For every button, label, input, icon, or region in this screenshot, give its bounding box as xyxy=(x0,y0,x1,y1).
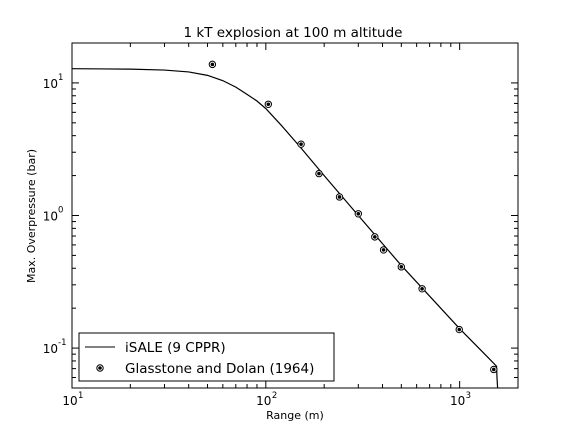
data-point-dot xyxy=(337,195,342,199)
data-point-dot xyxy=(210,62,215,67)
glasstone-data-point xyxy=(379,246,388,254)
glasstone-data-point xyxy=(208,60,217,69)
legend-label-glasstone: Glasstone and Dolan (1964) xyxy=(125,361,314,377)
chart-title: 1 kT explosion at 100 m altitude xyxy=(184,25,403,41)
glasstone-data-point xyxy=(315,169,323,178)
glasstone-data-point xyxy=(397,263,405,271)
glasstone-data-point xyxy=(371,233,379,241)
y-tick-label: 10 xyxy=(43,342,58,356)
x-tick-label-exponent: 2 xyxy=(272,391,277,401)
data-point-dot xyxy=(299,142,303,146)
y-tick-label: 10 xyxy=(43,77,58,91)
y-axis-label: Max. Overpressure (bar) xyxy=(25,149,38,283)
x-tick-label-exponent: 3 xyxy=(466,391,471,401)
x-axis-label: Range (m) xyxy=(266,409,324,422)
y-tick-label: 10 xyxy=(43,210,58,224)
x-axis-ticks: 10 1 10 2 10 3 xyxy=(62,43,471,408)
data-point-dot xyxy=(420,287,424,291)
x-tick-label: 10 xyxy=(450,394,465,408)
legend-box xyxy=(78,332,335,382)
legend-marker-sample xyxy=(96,364,104,372)
legend: iSALE (9 CPPR) Glasstone and Dolan (1964… xyxy=(78,332,335,382)
data-point-dot xyxy=(356,212,361,216)
glasstone-data-point xyxy=(490,365,498,374)
y-tick-label-exponent: -1 xyxy=(58,338,66,348)
data-point-dot xyxy=(266,102,271,107)
glasstone-data-point xyxy=(455,325,463,334)
isale-series-line xyxy=(71,68,499,389)
y-tick-label-exponent: 1 xyxy=(58,73,63,83)
glasstone-data-point xyxy=(335,193,344,201)
legend-label-isale: iSALE (9 CPPR) xyxy=(125,340,226,356)
x-tick-label-exponent: 1 xyxy=(78,391,83,401)
x-tick-label: 10 xyxy=(256,394,271,408)
glasstone-data-point xyxy=(264,100,273,108)
data-point-dot xyxy=(399,265,404,269)
y-tick-label-exponent: 0 xyxy=(58,206,63,216)
series-layer xyxy=(71,60,499,389)
glasstone-data-point xyxy=(418,285,426,293)
data-point-dot xyxy=(491,367,496,372)
data-point-dot xyxy=(457,327,462,332)
data-point-dot xyxy=(373,235,377,239)
glasstone-data-point xyxy=(354,210,362,218)
data-point-dot xyxy=(317,171,321,176)
data-point-dot xyxy=(381,248,386,252)
x-tick-label: 10 xyxy=(62,394,77,408)
glasstone-data-point xyxy=(297,140,305,148)
